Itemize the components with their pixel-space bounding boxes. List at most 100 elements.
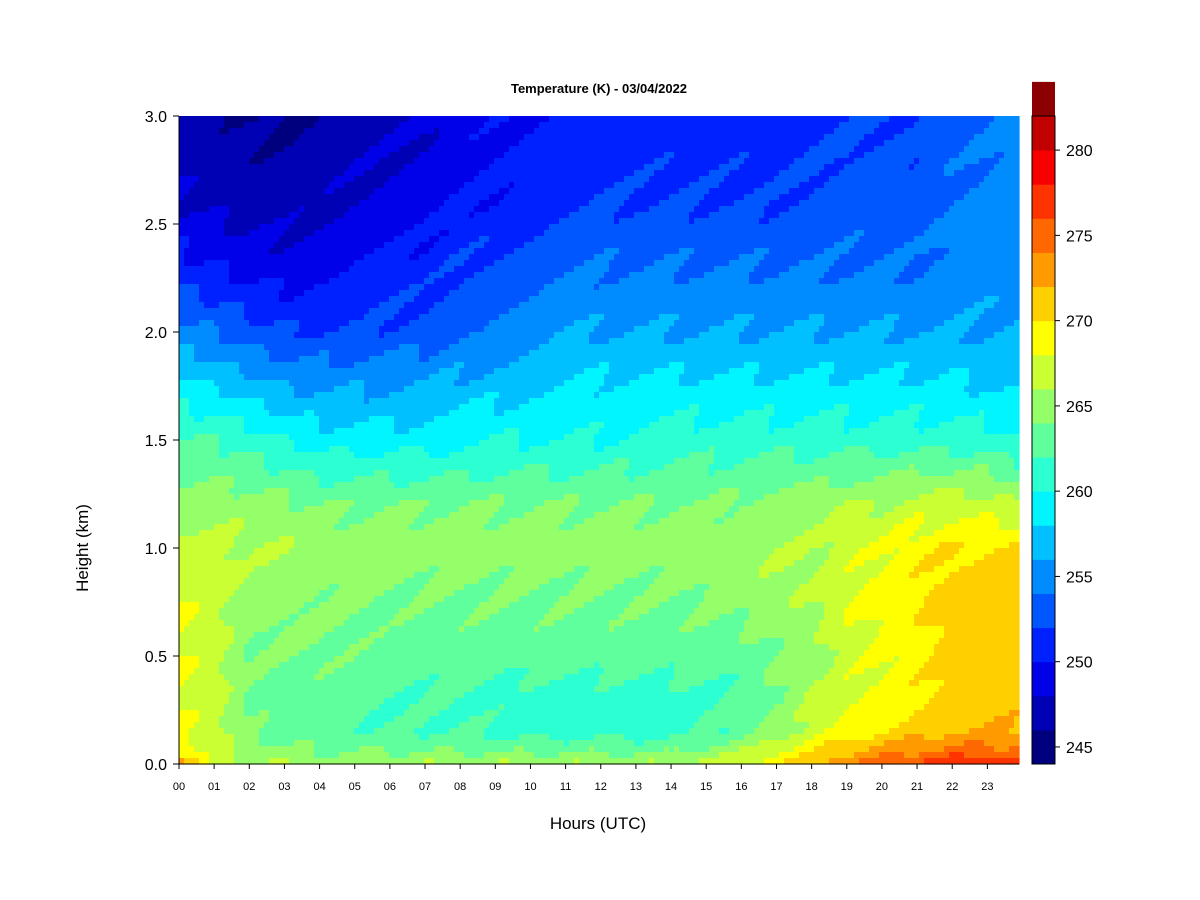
heatmap-cell: [714, 140, 720, 147]
heatmap-cell: [789, 182, 795, 189]
heatmap-cell: [259, 236, 265, 243]
heatmap-cell: [274, 176, 280, 183]
heatmap-cell: [559, 242, 565, 249]
heatmap-cell: [649, 248, 655, 255]
heatmap-cell: [1004, 188, 1010, 195]
heatmap-cell: [949, 236, 955, 243]
heatmap-cell: [889, 248, 895, 255]
heatmap-cell: [524, 194, 530, 201]
heatmap-cell: [984, 164, 990, 171]
heatmap-cell: [639, 224, 645, 231]
heatmap-cell: [209, 128, 215, 135]
heatmap-cell: [804, 188, 810, 195]
heatmap-cell: [334, 266, 340, 273]
heatmap-cell: [569, 116, 575, 123]
heatmap-cell: [549, 266, 555, 273]
heatmap-cell: [739, 152, 745, 159]
heatmap-cell: [284, 230, 290, 237]
heatmap-cell: [469, 128, 475, 135]
heatmap-cell: [624, 158, 630, 165]
heatmap-cell: [264, 182, 270, 189]
heatmap-cell: [989, 260, 995, 267]
heatmap-cell: [634, 182, 640, 189]
heatmap-cell: [429, 248, 435, 255]
heatmap-cell: [959, 278, 965, 285]
heatmap-cell: [669, 224, 675, 231]
heatmap-cell: [724, 212, 730, 219]
heatmap-cell: [864, 278, 870, 285]
heatmap-cell: [474, 140, 480, 147]
heatmap-cell: [764, 224, 770, 231]
heatmap-cell: [294, 266, 300, 273]
heatmap-cell: [644, 122, 650, 129]
heatmap-cell: [1009, 260, 1015, 267]
heatmap-cell: [249, 206, 255, 213]
heatmap-cell: [409, 146, 415, 153]
heatmap-cell: [944, 248, 950, 255]
heatmap-cell: [969, 158, 975, 165]
heatmap-cell: [634, 206, 640, 213]
heatmap-cell: [474, 254, 480, 261]
heatmap-cell: [854, 158, 860, 165]
heatmap-cell: [709, 170, 715, 177]
heatmap-cell: [814, 248, 820, 255]
heatmap-cell: [339, 116, 345, 123]
heatmap-cell: [429, 164, 435, 171]
heatmap-cell: [929, 194, 935, 201]
heatmap-cell: [884, 170, 890, 177]
heatmap-cell: [549, 194, 555, 201]
heatmap-cell: [194, 152, 200, 159]
heatmap-cell: [589, 212, 595, 219]
heatmap-cell: [584, 242, 590, 249]
heatmap-cell: [494, 194, 500, 201]
heatmap-cell: [369, 122, 375, 129]
heatmap-cell: [354, 188, 360, 195]
heatmap-cell: [704, 284, 710, 291]
heatmap-cell: [339, 158, 345, 165]
heatmap-cell: [929, 230, 935, 237]
heatmap-cell: [199, 224, 205, 231]
heatmap-cell: [784, 254, 790, 261]
heatmap-cell: [474, 170, 480, 177]
heatmap-cell: [479, 164, 485, 171]
heatmap-cell: [754, 254, 760, 261]
heatmap-cell: [289, 134, 295, 141]
heatmap-cell: [449, 134, 455, 141]
heatmap-cell: [664, 290, 670, 297]
heatmap-cell: [674, 206, 680, 213]
heatmap-cell: [694, 116, 700, 123]
heatmap-cell: [784, 176, 790, 183]
heatmap-cell: [694, 218, 700, 225]
heatmap-cell: [959, 230, 965, 237]
heatmap-cell: [579, 200, 585, 207]
heatmap-cell: [964, 206, 970, 213]
heatmap-cell: [299, 158, 305, 165]
heatmap-cell: [434, 194, 440, 201]
heatmap-cell: [939, 218, 945, 225]
heatmap-cell: [194, 176, 200, 183]
heatmap-cell: [209, 230, 215, 237]
heatmap-cell: [199, 212, 205, 219]
heatmap-cell: [879, 116, 885, 123]
heatmap-cell: [1014, 152, 1020, 159]
heatmap-cell: [694, 194, 700, 201]
heatmap-cell: [494, 128, 500, 135]
heatmap-cell: [874, 278, 880, 285]
heatmap-cell: [734, 116, 740, 123]
heatmap-cell: [559, 188, 565, 195]
heatmap-cell: [389, 200, 395, 207]
heatmap-cell: [854, 146, 860, 153]
heatmap-cell: [594, 134, 600, 141]
heatmap-cell: [899, 194, 905, 201]
heatmap-cell: [719, 290, 725, 297]
heatmap-cell: [479, 122, 485, 129]
heatmap-cell: [999, 158, 1005, 165]
heatmap-cell: [1004, 134, 1010, 141]
heatmap-cell: [629, 266, 635, 273]
heatmap-cell: [389, 164, 395, 171]
heatmap-cell: [744, 260, 750, 267]
heatmap-cell: [329, 230, 335, 237]
heatmap-cell: [454, 236, 460, 243]
heatmap-cell: [429, 212, 435, 219]
heatmap-cell: [384, 200, 390, 207]
